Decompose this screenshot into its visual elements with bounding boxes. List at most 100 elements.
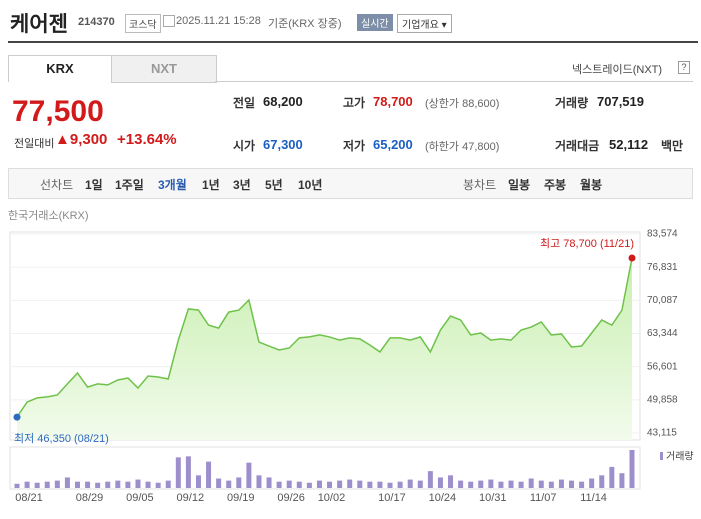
- x-tick-label: 09/26: [277, 492, 305, 504]
- realtime-badge[interactable]: 실시간: [357, 14, 393, 31]
- quote-label: 고가: [343, 96, 366, 110]
- volume-bar: [44, 481, 50, 488]
- volume-bar: [579, 481, 585, 488]
- candle-chart-label: 봉차트: [463, 178, 497, 192]
- quote-value: 707,519: [597, 94, 644, 109]
- price-area: [17, 257, 632, 440]
- help-icon[interactable]: ?: [678, 61, 690, 74]
- quote-note: (하한가 47,800): [425, 141, 500, 153]
- volume-bar: [54, 480, 60, 488]
- volume-bar: [407, 479, 413, 488]
- y-tick-label: 56,601: [647, 361, 678, 372]
- up-arrow: ▲: [55, 131, 70, 148]
- volume-bar: [427, 471, 433, 488]
- volume-bar: [397, 481, 403, 488]
- basis: 기준(KRX 장중): [268, 18, 342, 30]
- high-label: 최고 78,700 (11/21): [540, 237, 634, 250]
- volume-bar: [125, 481, 131, 488]
- volume-bar: [266, 477, 272, 488]
- nxt-link[interactable]: 넥스트레이드(NXT): [572, 64, 663, 76]
- volume-bar: [175, 457, 181, 488]
- volume-legend-swatch: [660, 452, 663, 460]
- x-tick-label: 10/31: [479, 492, 507, 504]
- period-item[interactable]: 3개월: [158, 178, 187, 192]
- x-tick-label: 10/02: [318, 492, 346, 504]
- period-item[interactable]: 3년: [233, 178, 251, 192]
- volume-bar: [327, 481, 333, 488]
- quote-value: 52,112: [609, 137, 649, 152]
- volume-bar: [165, 480, 171, 488]
- candle-item[interactable]: 월봉: [580, 178, 603, 192]
- y-tick-label: 43,115: [647, 428, 677, 439]
- volume-bar: [256, 475, 262, 488]
- calendar-icon: [163, 15, 175, 27]
- volume-bar: [236, 477, 242, 488]
- period-item[interactable]: 1일: [85, 178, 103, 192]
- quote-label: 거래량: [555, 96, 589, 110]
- volume-bar: [629, 450, 635, 488]
- y-tick-label: 49,858: [647, 394, 678, 405]
- stock-name: 케어젠: [10, 13, 68, 36]
- volume-bar: [24, 481, 30, 488]
- volume-bar: [548, 481, 554, 488]
- source: 한국거래소(KRX): [8, 209, 89, 222]
- high-point: [628, 254, 636, 262]
- volume-bar: [488, 479, 494, 488]
- volume-bar: [85, 481, 91, 488]
- low-label: 최저 46,350 (08/21): [14, 432, 109, 445]
- quote-unit: 백만: [661, 139, 684, 153]
- volume-bar: [377, 481, 383, 488]
- volume-frame: [9, 446, 641, 490]
- datetime: 2025.11.21 15:28: [176, 15, 261, 27]
- period-item[interactable]: 5년: [265, 178, 283, 192]
- volume-bar: [135, 479, 141, 488]
- volume-bar: [226, 480, 232, 488]
- volume-bar: [64, 477, 70, 488]
- volume-bar: [74, 481, 80, 488]
- quote-label: 전일: [233, 96, 256, 110]
- header-rule: [8, 41, 698, 43]
- tab-nxt[interactable]: NXT: [111, 55, 217, 83]
- change: ▲9,300: [55, 131, 107, 148]
- volume-legend: 거래량: [666, 451, 694, 463]
- company-info-button[interactable]: 기업개요 ▾: [397, 14, 452, 33]
- x-tick-label: 10/17: [378, 492, 406, 504]
- quote-label: 저가: [343, 139, 366, 153]
- volume-bar: [498, 481, 504, 488]
- volume-bar: [216, 478, 222, 488]
- volume-bar: [195, 475, 201, 488]
- volume-bar: [95, 482, 101, 488]
- y-tick-label: 76,831: [647, 262, 678, 273]
- candle-item[interactable]: 주봉: [544, 178, 567, 192]
- period-item[interactable]: 1주일: [115, 178, 144, 192]
- volume-bar: [155, 482, 161, 488]
- period-item[interactable]: 10년: [298, 178, 323, 192]
- volume-bar: [558, 479, 564, 488]
- volume-bar: [528, 478, 534, 488]
- volume-bar: [367, 481, 373, 488]
- volume-bar: [569, 480, 575, 488]
- x-tick-label: 11/07: [530, 492, 557, 504]
- quote-note: (상한가 88,600): [425, 98, 500, 110]
- stock-code: 214370: [78, 16, 115, 28]
- volume-bar: [206, 461, 212, 488]
- y-tick-label: 63,344: [647, 328, 678, 339]
- tab-rule: [215, 81, 693, 82]
- period-item[interactable]: 1년: [202, 178, 220, 192]
- x-tick-label: 08/29: [76, 492, 104, 504]
- volume-bar: [478, 480, 484, 488]
- y-tick-label: 83,574: [647, 229, 678, 240]
- volume-bar: [619, 473, 625, 488]
- volume-bar: [508, 480, 514, 488]
- volume-bar: [286, 480, 292, 488]
- volume-bar: [115, 480, 121, 488]
- quote-value: 67,300: [263, 137, 303, 152]
- company-info-text: 기업개요: [402, 20, 439, 31]
- volume-bar: [518, 481, 524, 488]
- volume-bar: [316, 480, 322, 488]
- volume-bar: [357, 480, 363, 488]
- candle-item[interactable]: 일봉: [508, 178, 531, 192]
- quote-value: 68,200: [263, 94, 303, 109]
